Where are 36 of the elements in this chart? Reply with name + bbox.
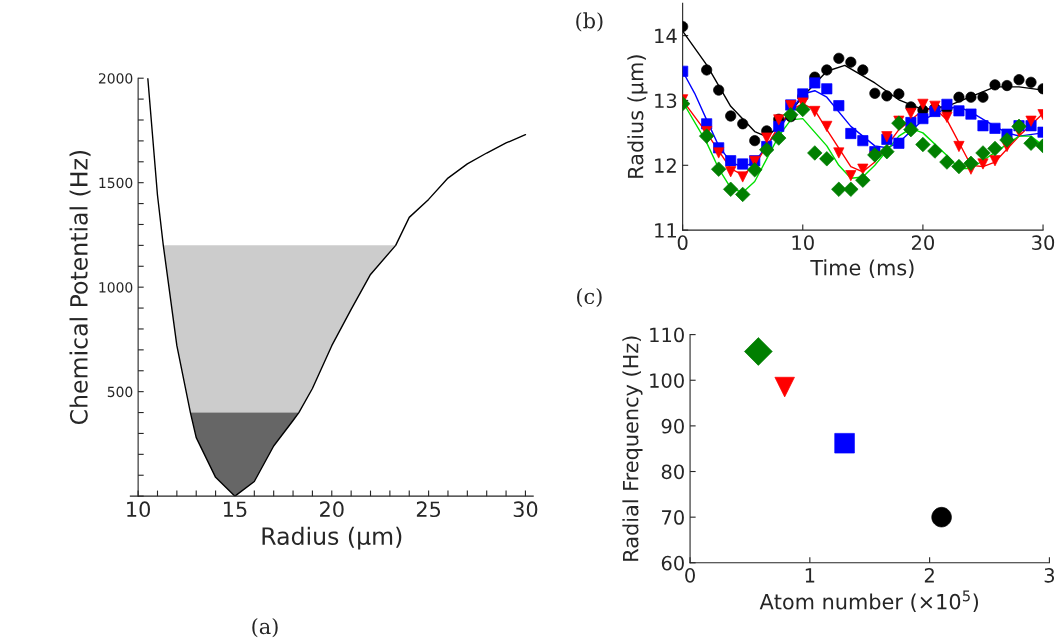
x-axis-title: Atom number (×10$^{5}$) xyxy=(759,590,979,612)
y-axis-title: Chemical Potential (Hz) xyxy=(69,150,91,425)
x-tick-label: 30 xyxy=(1032,235,1055,251)
chart-title: (c) xyxy=(577,287,602,308)
y-tick-label: 100 xyxy=(650,373,684,388)
x-tick-label: 2 xyxy=(924,568,934,583)
y-tick-label: 70 xyxy=(662,510,684,525)
x-tick-label: 1 xyxy=(805,568,815,583)
y-tick-label: 80 xyxy=(661,464,684,480)
y-tick-label: 1500 xyxy=(99,177,133,189)
x-tick-label: 15 xyxy=(223,501,247,518)
y-tick-label: 110 xyxy=(650,327,684,343)
y-tick-label: 1000 xyxy=(99,282,133,293)
x-tick-label: 20 xyxy=(320,501,344,518)
y-tick-label: 2000 xyxy=(98,73,133,84)
y-tick-label: 14 xyxy=(655,28,677,44)
y-axis-title: Radius (µm) xyxy=(627,55,648,178)
x-tick-label: 30 xyxy=(513,501,538,518)
x-axis-title: Time (ms) xyxy=(810,259,914,278)
x-tick-label: 0 xyxy=(685,568,695,583)
chart-title: (b) xyxy=(576,12,603,32)
y-tick-label: 11 xyxy=(655,223,676,238)
x-tick-label: 20 xyxy=(911,235,934,251)
y-tick-label: 90 xyxy=(661,418,684,434)
x-tick-label: 0 xyxy=(677,235,688,251)
x-tick-label: 10 xyxy=(792,235,814,251)
y-tick-label: 12 xyxy=(655,158,676,173)
x-tick-label: 10 xyxy=(127,501,150,518)
y-tick-label: 60 xyxy=(661,555,684,571)
y-tick-label: 13 xyxy=(655,93,677,109)
x-tick-label: 3 xyxy=(1044,568,1055,583)
text: (a) xyxy=(252,618,278,638)
x-axis-title: Radius (µm) xyxy=(262,526,402,550)
y-axis-title: Radial Frequency (Hz) xyxy=(622,336,643,561)
x-tick-label: 25 xyxy=(416,501,441,518)
y-tick-label: 500 xyxy=(107,386,133,398)
